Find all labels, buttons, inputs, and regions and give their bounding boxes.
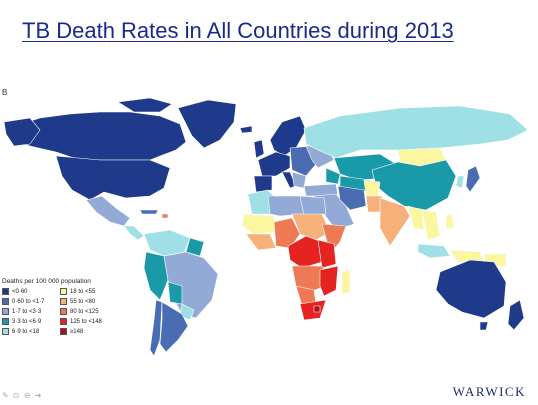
iceland <box>239 125 253 134</box>
legend-swatch <box>60 298 67 305</box>
panel-label: B <box>2 88 8 97</box>
argentina-uruguay <box>159 301 189 353</box>
legend-item: 55 to <80 <box>60 298 118 305</box>
legend-item: 6·9 to <18 <box>2 328 60 335</box>
legend-title: Deaths per 100 000 population <box>2 278 91 285</box>
australia <box>435 259 507 319</box>
legend-label: 6·9 to <18 <box>12 328 40 335</box>
west-africa-sahel <box>241 213 277 235</box>
pakistan <box>365 195 383 213</box>
mexico <box>85 195 131 227</box>
legend-label: 80 to <125 <box>70 308 99 315</box>
haiti <box>161 213 169 219</box>
tasmania <box>479 321 489 331</box>
china <box>371 159 457 211</box>
slide-nav-controls[interactable]: ✎ ⊙ ⊖ ➔ <box>2 391 43 400</box>
malaysia-indonesia-west <box>417 243 451 259</box>
legend-label: ≥148 <box>70 328 84 335</box>
world-map <box>3 97 529 357</box>
legend-item: 3·3 to <6·9 <box>2 318 60 325</box>
legend-swatch <box>60 318 67 325</box>
legend-label: 125 to <148 <box>70 318 102 325</box>
legend-item: 80 to <125 <box>60 308 118 315</box>
bolivia <box>167 281 183 305</box>
legend-item: <0·60 <box>2 288 60 295</box>
japan <box>465 165 481 193</box>
southeast-asia <box>421 209 441 241</box>
warwick-logo: WARWICK <box>452 384 526 399</box>
legend-swatch <box>2 318 9 325</box>
legend-label: 1·7 to <3·3 <box>12 308 42 315</box>
scandinavia <box>269 115 307 157</box>
united-states <box>55 155 171 201</box>
afghanistan <box>363 179 381 197</box>
east-africa <box>317 239 337 269</box>
north-africa-central <box>267 195 305 217</box>
iran <box>337 185 367 211</box>
legend-label: <0·60 <box>12 288 28 295</box>
russia <box>303 105 529 159</box>
madagascar <box>341 269 351 295</box>
legend-swatch <box>60 288 67 295</box>
canada-arctic-islands <box>117 97 173 113</box>
mozambique <box>319 265 339 297</box>
bangladesh-myanmar <box>407 205 425 231</box>
central-america <box>123 225 145 241</box>
caucasus-caspian <box>325 167 341 185</box>
indonesia-east <box>449 249 485 263</box>
legend-swatch <box>60 308 67 315</box>
legend-label: 3·3 to <6·9 <box>12 318 42 325</box>
legend-label: 55 to <80 <box>70 298 96 305</box>
guianas <box>185 237 205 257</box>
slide-title: TB Death Rates in All Countries during 2… <box>22 18 454 43</box>
chad-sudan <box>291 213 331 241</box>
legend-swatch <box>2 328 9 335</box>
alaska <box>3 117 41 147</box>
southern-africa <box>299 299 327 321</box>
new-zealand <box>507 299 525 331</box>
map-legend: Deaths per 100 000 population <0·60 18 to… <box>2 278 122 335</box>
paraguay <box>179 303 195 321</box>
legend-item: ≥148 <box>60 328 118 335</box>
legend-swatch <box>2 308 9 315</box>
balkans <box>291 171 307 189</box>
west-africa-coast <box>245 233 277 251</box>
nigeria-region <box>273 217 301 249</box>
legend-item: 1·7 to <3·3 <box>2 308 60 315</box>
cuba <box>139 209 159 215</box>
korea <box>455 175 465 189</box>
chile <box>149 299 163 357</box>
legend-label: 0·60 to <1·7 <box>12 298 45 305</box>
legend-swatch <box>2 288 9 295</box>
legend-item: 0·60 to <1·7 <box>2 298 60 305</box>
egypt-libya <box>299 195 327 217</box>
uk-ireland <box>253 139 265 159</box>
legend-items: <0·60 18 to <55 0·60 to <1·7 55 to <80 1·7 t… <box>2 288 122 335</box>
legend-swatch <box>2 298 9 305</box>
colombia-venezuela <box>143 229 191 257</box>
canada <box>7 111 187 161</box>
legend-item: 125 to <148 <box>60 318 118 325</box>
greenland <box>177 99 237 149</box>
iberia <box>253 175 273 193</box>
lesotho <box>313 305 321 313</box>
legend-swatch <box>60 328 67 335</box>
philippines <box>445 213 455 229</box>
india <box>379 197 411 247</box>
horn-of-africa <box>321 223 347 255</box>
legend-item: 18 to <55 <box>60 288 118 295</box>
legend-label: 18 to <55 <box>70 288 96 295</box>
